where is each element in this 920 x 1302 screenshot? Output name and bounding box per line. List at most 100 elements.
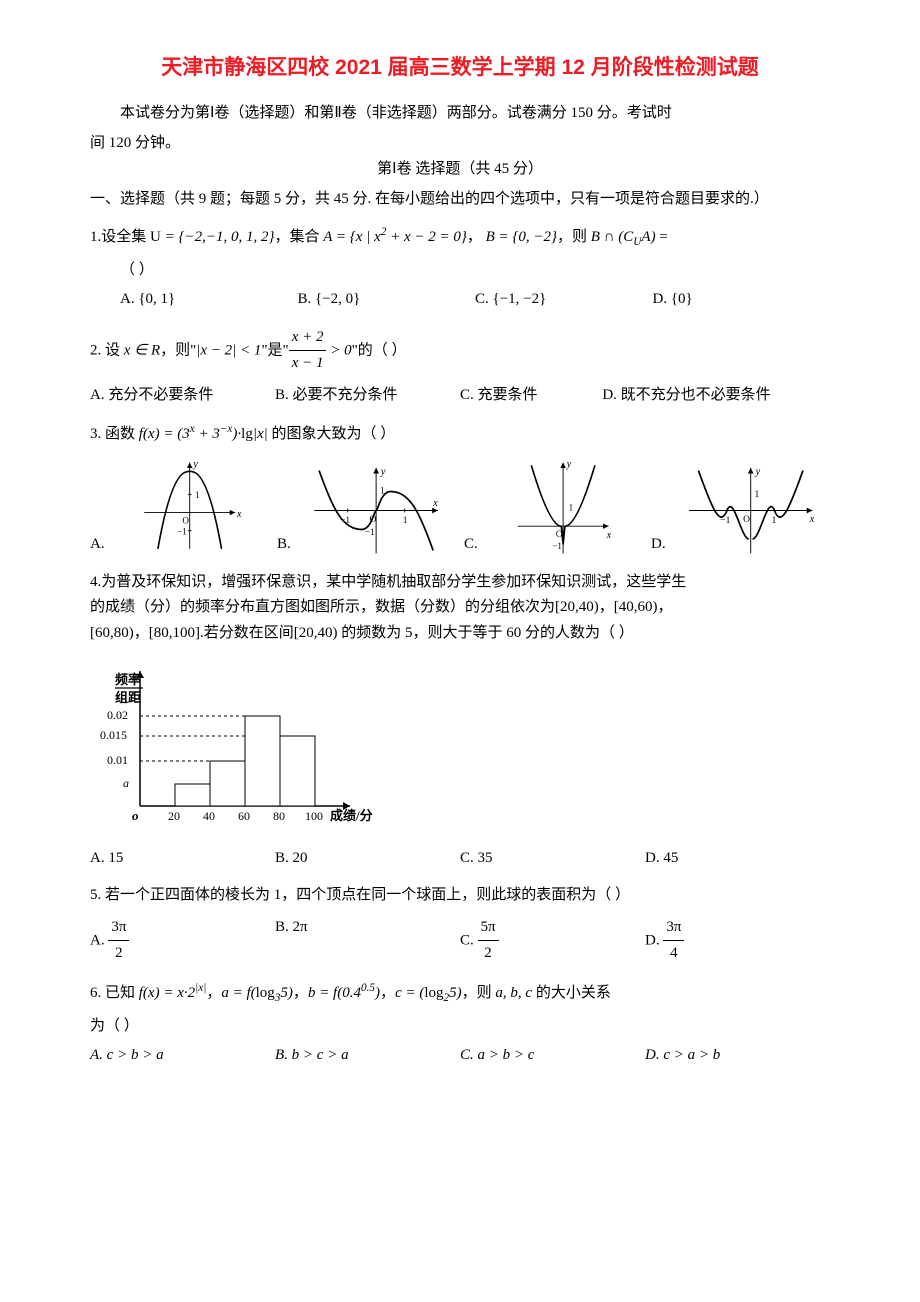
- svg-text:x: x: [808, 514, 814, 525]
- svg-text:o: o: [132, 808, 139, 823]
- q4-line3: [60,80)，[80,100].若分数在区间[20,40) 的频数为 5，则大…: [90, 621, 830, 647]
- q5-stem: 5. 若一个正四面体的棱长为 1，四个顶点在同一个球面上，则此球的表面积为（ ）: [90, 883, 830, 909]
- svg-text:y: y: [380, 466, 386, 477]
- question-3-text: 3. 函数 f(x) = (3x + 3−x)·lg|x| 的图象大致为（ ）: [90, 420, 830, 448]
- svg-text:1: 1: [195, 490, 200, 500]
- q4-line2: 的成绩（分）的频率分布直方图如图所示，数据（分数）的分组依次为[20,40)，[…: [90, 595, 830, 621]
- intro-line-1: 本试卷分为第Ⅰ卷（选择题）和第Ⅱ卷（非选择题）两部分。试卷满分 150 分。考试…: [120, 105, 672, 121]
- svg-text:y: y: [192, 459, 198, 470]
- svg-text:x: x: [432, 498, 438, 509]
- q5-d-den: 4: [663, 941, 684, 967]
- svg-text:60: 60: [238, 809, 250, 823]
- q1-blank: （ ）: [120, 258, 830, 284]
- q6-option-d: D. c > a > b: [645, 1043, 830, 1069]
- q5-a-num: 3π: [108, 915, 129, 942]
- q1-option-d: D. {0}: [653, 287, 831, 313]
- svg-text:0.02: 0.02: [107, 708, 128, 722]
- section-1-label: 第Ⅰ卷 选择题（共 45 分）: [90, 157, 830, 183]
- q1-mid1: ，集合: [274, 229, 323, 245]
- q2-cond1: |x − 2| < 1: [196, 342, 261, 358]
- q6-option-a: A. c > b > a: [90, 1043, 275, 1069]
- q2-frac-num: x + 2: [289, 325, 327, 352]
- svg-text:y: y: [754, 466, 760, 477]
- svg-text:1: 1: [771, 516, 776, 526]
- question-2-text: 2. 设 x ∈ R，则"|x − 2| < 1"是"x + 2x − 1 > …: [90, 325, 830, 377]
- q4-line1: 4.为普及环保知识，增强环保意识，某中学随机抽取部分学生参加环保知识测试，这些学…: [90, 570, 830, 596]
- q4-option-b: B. 20: [275, 846, 460, 872]
- q3-label-d: D.: [651, 532, 666, 558]
- q5-a-frac: 3π2: [108, 915, 129, 967]
- intro-text: 本试卷分为第Ⅰ卷（选择题）和第Ⅱ卷（非选择题）两部分。试卷满分 150 分。考试…: [90, 101, 830, 127]
- svg-text:1: 1: [754, 490, 759, 500]
- svg-text:组距: 组距: [115, 690, 141, 705]
- q2-post: "的（ ）: [352, 342, 407, 358]
- q3-svg-d: O yx −1 1 1: [671, 463, 830, 558]
- q1-U: U = {−2,−1, 0, 1, 2}: [150, 229, 274, 245]
- svg-text:O: O: [182, 515, 189, 525]
- question-6-text: 6. 已知 f(x) = x·2|x|，a = f(log35)，b = f(0…: [90, 979, 830, 1008]
- q5-a-label: A.: [90, 932, 108, 948]
- q5-options: A. 3π2 B. 2π C. 5π2 D. 3π4: [90, 915, 830, 967]
- question-5: 5. 若一个正四面体的棱长为 1，四个顶点在同一个球面上，则此球的表面积为（ ）…: [90, 883, 830, 967]
- q6-pre: 6. 已知: [90, 985, 139, 1001]
- q6-post: 的大小关系: [532, 985, 611, 1001]
- q1-B: B = {0, −2}: [486, 229, 557, 245]
- q3-label-b: B.: [277, 532, 291, 558]
- intro-line-2: 间 120 分钟。: [90, 131, 830, 157]
- q5-d-label: D.: [645, 932, 663, 948]
- question-2: 2. 设 x ∈ R，则"|x − 2| < 1"是"x + 2x − 1 > …: [90, 325, 830, 409]
- q3-label-c: C.: [464, 532, 478, 558]
- q2-gt0: > 0: [326, 342, 351, 358]
- q5-option-a: A. 3π2: [90, 915, 275, 967]
- q4-histogram: 频率 组距 0.02 0.015 0.01 a o 20 40 60 80 10…: [90, 656, 830, 836]
- q2-option-d: D. 既不充分也不必要条件: [602, 383, 830, 409]
- q3-graph-a: A. xy O 1 −1: [90, 458, 269, 558]
- q6-fx: f(x) = x·2|x|: [139, 985, 207, 1001]
- q6-sep1: ，: [206, 985, 221, 1001]
- q5-c-label: C.: [460, 932, 478, 948]
- q6-b: b = f(0.40.5): [308, 985, 380, 1001]
- svg-text:40: 40: [203, 809, 215, 823]
- q1-option-b: B. {−2, 0}: [298, 287, 476, 313]
- q6-option-b: B. b > c > a: [275, 1043, 460, 1069]
- question-6: 6. 已知 f(x) = x·2|x|，a = f(log35)，b = f(0…: [90, 979, 830, 1069]
- q6-sep2: ，: [293, 985, 308, 1001]
- svg-text:20: 20: [168, 809, 180, 823]
- q6-abc: a, b, c: [495, 985, 532, 1001]
- q5-d-num: 3π: [663, 915, 684, 942]
- q6-a: a = f(log35): [221, 985, 293, 1001]
- q2-pre: 2. 设: [90, 342, 124, 358]
- q5-a-den: 2: [108, 941, 129, 967]
- svg-text:100: 100: [305, 809, 323, 823]
- q5-c-num: 5π: [478, 915, 499, 942]
- q6-option-c: C. a > b > c: [460, 1043, 645, 1069]
- svg-text:a: a: [123, 776, 129, 790]
- q2-frac-den: x − 1: [289, 351, 327, 377]
- q3-svg-b: O yx −1 1 1−1: [296, 463, 456, 558]
- q3-graph-c: C. yx O 1−1: [464, 458, 643, 558]
- document-title: 天津市静海区四校 2021 届高三数学上学期 12 月阶段性检测试题: [90, 50, 830, 86]
- q5-option-c: C. 5π2: [460, 915, 645, 967]
- q1-options: A. {0, 1} B. {−2, 0} C. {−1, −2} D. {0}: [120, 287, 830, 313]
- q2-xinR: x ∈ R: [124, 342, 160, 358]
- q2-option-c: C. 充要条件: [460, 383, 602, 409]
- q4-option-d: D. 45: [645, 846, 830, 872]
- q3-graph-b: B. O yx −1 1 1−1: [277, 463, 456, 558]
- q5-option-b: B. 2π: [275, 915, 460, 967]
- question-3: 3. 函数 f(x) = (3x + 3−x)·lg|x| 的图象大致为（ ） …: [90, 420, 830, 558]
- svg-text:−1: −1: [177, 526, 187, 536]
- svg-text:1: 1: [568, 503, 573, 513]
- q3-post: 的图象大致为（ ）: [268, 426, 396, 442]
- q6-mid: ，则: [462, 985, 496, 1001]
- svg-text:0.01: 0.01: [107, 753, 128, 767]
- q3-graphs: A. xy O 1 −1 B. O yx −1 1 1−1: [90, 458, 830, 558]
- q6-options: A. c > b > a B. b > c > a C. a > b > c D…: [90, 1043, 830, 1069]
- svg-text:x: x: [606, 530, 612, 541]
- q6-sep3: ，: [380, 985, 395, 1001]
- q3-graph-d: D. O yx −1 1 1: [651, 463, 830, 558]
- q5-c-frac: 5π2: [478, 915, 499, 967]
- q1-mid2: ，: [467, 229, 486, 245]
- q4-option-c: C. 35: [460, 846, 645, 872]
- q5-option-d: D. 3π4: [645, 915, 830, 967]
- section-1-instructions: 一、选择题（共 9 题；每题 5 分，共 45 分. 在每小题给出的四个选项中，…: [90, 187, 830, 213]
